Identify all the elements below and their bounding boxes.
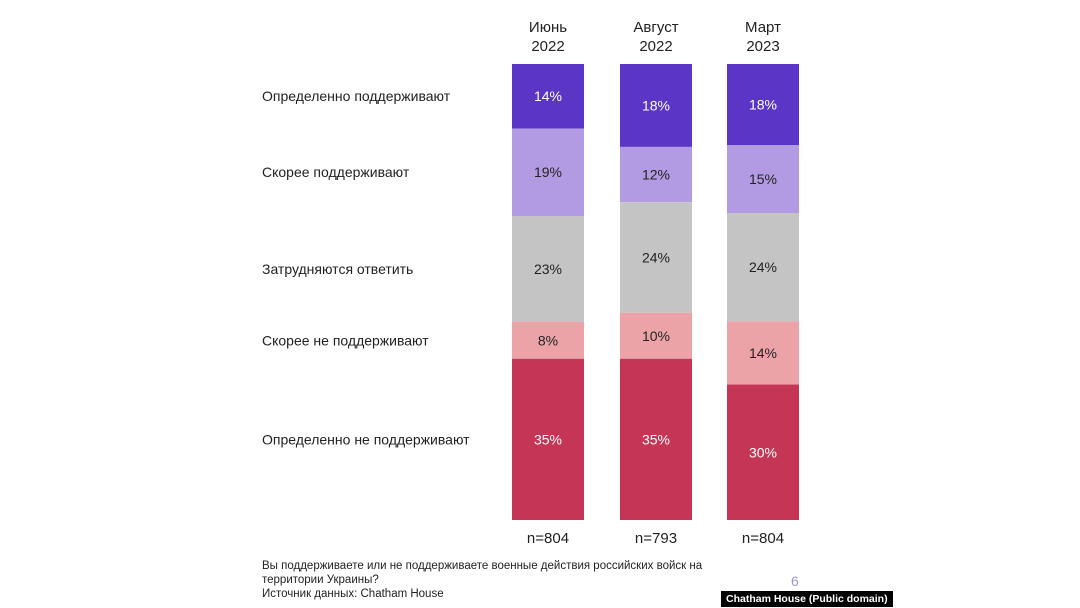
footnote: Вы поддерживаете или не поддерживаете во…: [262, 559, 702, 601]
bar-segment: [727, 145, 799, 213]
data-label: 35%: [534, 431, 562, 447]
data-label: 19%: [534, 164, 562, 180]
bar-segment: [620, 146, 692, 203]
bar-segment: [727, 321, 799, 385]
data-label: 23%: [534, 261, 562, 277]
question-text-line2: территории Украины?: [262, 574, 379, 586]
data-label: 14%: [749, 345, 777, 361]
category-label: Март: [745, 19, 781, 36]
data-label: 14%: [534, 88, 562, 104]
sample-size-label: n=804: [742, 530, 784, 547]
data-label: 24%: [749, 259, 777, 275]
series-label: Затрудняются ответить: [262, 261, 413, 277]
bar-segment: [512, 216, 584, 322]
data-label: 15%: [749, 171, 777, 187]
bar-segment: [620, 202, 692, 313]
bar-segment: [512, 321, 584, 359]
series-label: Определенно поддерживают: [262, 88, 451, 104]
question-text-line1: Вы поддерживаете или не поддерживаете во…: [262, 560, 703, 572]
data-label: 18%: [642, 97, 670, 113]
image-credit: Chatham House (Public domain): [721, 591, 893, 607]
series-label: Скорее не поддерживают: [262, 332, 429, 348]
bar-segment: [512, 358, 584, 520]
source-text: Источник данных: Chatham House: [262, 588, 444, 600]
bar-segment: [727, 64, 799, 146]
sample-size-label: n=804: [527, 530, 569, 547]
data-label: 35%: [642, 431, 670, 447]
bar-segment: [727, 212, 799, 322]
bar-segment: [512, 64, 584, 129]
category-label: 2022: [531, 38, 564, 55]
category-label: 2023: [746, 38, 779, 55]
series-label: Определенно не поддерживают: [262, 431, 470, 447]
bar-segment: [727, 384, 799, 520]
data-label: 8%: [538, 332, 558, 348]
bar-segment: [620, 358, 692, 520]
data-label: 10%: [642, 328, 670, 344]
data-label: 12%: [642, 167, 670, 183]
bar-segment: [620, 64, 692, 147]
data-label: 24%: [642, 249, 670, 265]
data-label: 18%: [749, 97, 777, 113]
page-number: 6: [791, 573, 799, 589]
category-label: Июнь: [529, 19, 567, 36]
sample-size-label: n=793: [635, 530, 677, 547]
category-label: Август: [633, 19, 678, 36]
data-label: 30%: [749, 444, 777, 460]
series-label: Скорее поддерживают: [262, 164, 410, 180]
category-label: 2022: [639, 38, 672, 55]
bar-segment: [512, 128, 584, 216]
bar-segment: [620, 312, 692, 359]
